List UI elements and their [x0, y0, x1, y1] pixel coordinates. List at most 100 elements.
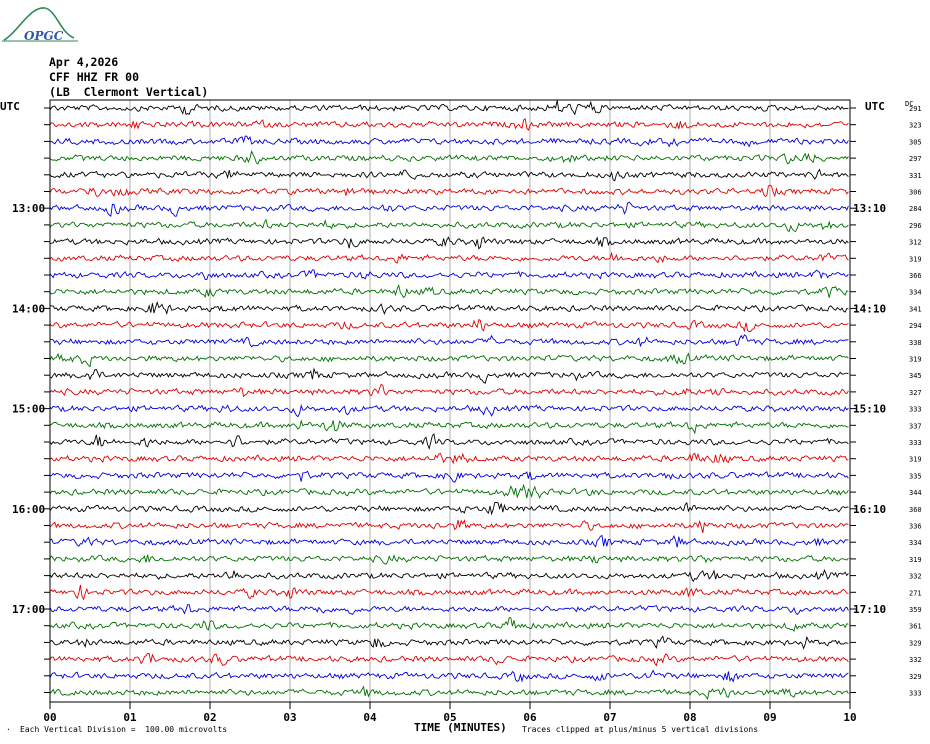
opgc-logo: OPGC [2, 7, 78, 43]
seismic-trace [49, 117, 849, 131]
left-time-label: 13:00 [12, 202, 45, 215]
left-time-label: 14:00 [12, 302, 45, 315]
seismic-trace [49, 584, 849, 601]
right-time-label: 14:10 [853, 302, 886, 315]
dc-offset-label: 334 [909, 539, 922, 547]
seismic-trace [49, 617, 849, 633]
seismic-trace [49, 236, 849, 250]
dc-offset-label: 296 [909, 222, 922, 230]
dc-offset-label: 332 [909, 656, 922, 664]
seismic-trace [49, 218, 849, 233]
scale-note-marker: · [6, 725, 11, 734]
left-time-label: 16:00 [12, 503, 45, 516]
dc-offset-label: 359 [909, 606, 922, 614]
dc-offset-label: 297 [909, 155, 922, 163]
plot-frame [49, 99, 851, 703]
dc-offset-label: 335 [909, 472, 922, 480]
x-tick-label: 07 [603, 711, 616, 724]
right-time-label: 17:10 [853, 603, 886, 616]
dc-offset-label: 344 [909, 489, 922, 497]
location-label: (LB Clermont Vertical) [49, 85, 209, 99]
x-tick-label: 02 [203, 711, 216, 724]
x-tick-label: 08 [683, 711, 696, 724]
dc-offset-label: 336 [909, 523, 922, 531]
seismic-trace [49, 534, 849, 548]
dc-offset-label: 329 [909, 639, 922, 647]
x-tick-label: 04 [363, 711, 377, 724]
dc-offset-label: 319 [909, 456, 922, 464]
x-tick-label: 10 [843, 711, 856, 724]
seismic-trace [49, 284, 849, 299]
seismic-trace [49, 184, 849, 198]
logo-text: OPGC [24, 29, 64, 43]
x-tick-label: 05 [443, 711, 456, 724]
right-time-label: 13:10 [853, 202, 886, 215]
x-tick-label: 01 [123, 711, 137, 724]
dc-offset-label: 334 [909, 289, 922, 297]
seismic-trace [49, 635, 849, 650]
dc-offset-label: 323 [909, 122, 922, 130]
x-tick-label: 09 [763, 711, 776, 724]
dc-offset-label: 337 [909, 422, 922, 430]
left-time-label: 15:00 [12, 403, 45, 416]
dc-offset-label: 333 [909, 690, 922, 698]
dc-offset-label: 327 [909, 389, 922, 397]
seismic-trace [49, 685, 849, 701]
x-tick-label: 06 [523, 711, 537, 724]
dc-offset-label: 294 [909, 322, 922, 330]
seismic-trace [49, 352, 849, 368]
dc-offset-label: 305 [909, 138, 922, 146]
dc-offset-label: 319 [909, 556, 922, 564]
seismic-trace [49, 568, 849, 583]
right-time-label: 15:10 [853, 403, 886, 416]
scale-note: Each Vertical Division = 100.00 microvol… [20, 725, 228, 734]
seismic-trace [49, 201, 849, 218]
seismic-trace [49, 433, 849, 450]
seismic-trace [49, 501, 849, 516]
seismic-trace [49, 470, 849, 483]
seismic-trace [49, 419, 849, 435]
dc-offset-label: 338 [909, 339, 922, 347]
seismic-trace [50, 300, 849, 315]
dc-offset-label: 312 [909, 239, 922, 247]
dc-offset-label: 333 [909, 439, 922, 447]
seismic-trace [49, 269, 849, 280]
dc-offset-label: 341 [909, 305, 922, 313]
seismic-trace [49, 604, 849, 616]
dc-offset-label: 345 [909, 372, 922, 380]
dc-offset-label: 319 [909, 255, 922, 263]
dc-offset-label: 366 [909, 272, 922, 280]
seismic-trace [49, 403, 849, 418]
seismic-trace [49, 383, 849, 398]
seismic-trace [50, 334, 849, 348]
dc-offset-label: 319 [909, 356, 922, 364]
dc-offset-label: 271 [909, 589, 922, 597]
dc-header-label: DC [905, 100, 913, 108]
dc-offset-label: 329 [909, 673, 922, 681]
date-label: Apr 4,2026 [49, 55, 119, 69]
left-unit-label: UTC [0, 100, 20, 113]
x-axis-title: TIME (MINUTES) [414, 721, 507, 734]
dc-offset-label: 306 [909, 189, 922, 197]
seismic-trace [49, 100, 849, 116]
dc-offset-label: 331 [909, 172, 922, 180]
seismic-trace [49, 519, 849, 534]
right-time-label: 16:10 [853, 503, 886, 516]
left-time-label: 17:00 [12, 603, 45, 616]
seismic-trace [49, 135, 849, 148]
seismic-trace [49, 452, 849, 465]
seismic-trace [49, 669, 849, 683]
seismic-trace [49, 483, 849, 499]
dc-offset-label: 332 [909, 573, 922, 581]
seismic-trace [49, 150, 849, 165]
x-tick-label: 00 [43, 711, 56, 724]
dc-offset-label: 333 [909, 406, 922, 414]
dc-offset-label: 284 [909, 205, 922, 213]
seismic-trace [49, 251, 849, 264]
dc-offset-label: 361 [909, 623, 922, 631]
seismic-trace [49, 168, 849, 182]
dc-offset-label: 360 [909, 506, 922, 514]
dc-offset-label: 291 [909, 105, 922, 113]
station-label: CFF HHZ FR 00 [49, 70, 140, 84]
clip-note: Traces clipped at plus/minus 5 vertical … [522, 725, 759, 734]
